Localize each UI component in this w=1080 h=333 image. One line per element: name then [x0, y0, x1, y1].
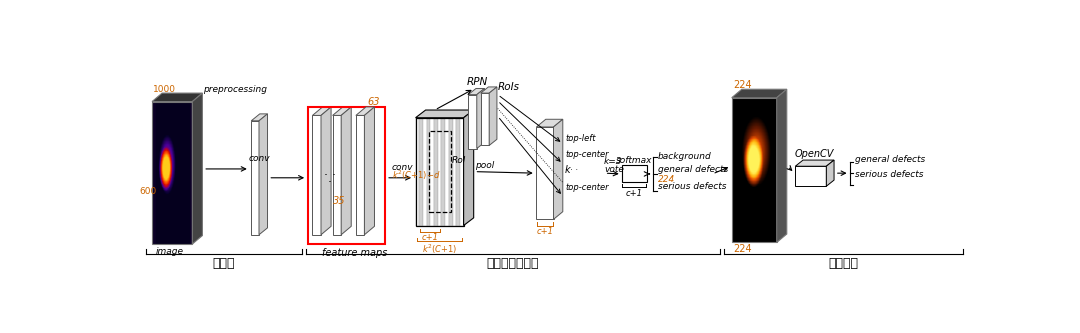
Polygon shape: [333, 116, 341, 235]
Text: 预处理: 预处理: [212, 257, 234, 270]
Text: RoI: RoI: [453, 156, 467, 165]
Polygon shape: [469, 89, 485, 95]
Polygon shape: [453, 118, 456, 225]
Polygon shape: [252, 121, 259, 235]
Polygon shape: [481, 87, 497, 93]
Text: serious defects: serious defects: [855, 170, 923, 179]
Text: feature maps: feature maps: [322, 247, 387, 257]
Text: 35: 35: [334, 196, 346, 206]
Polygon shape: [356, 116, 364, 235]
Polygon shape: [416, 118, 419, 225]
Text: 63: 63: [367, 98, 380, 108]
Text: 224: 224: [658, 174, 675, 183]
Polygon shape: [449, 118, 453, 225]
Text: 二次诊断: 二次诊断: [828, 257, 859, 270]
Polygon shape: [321, 107, 332, 235]
Polygon shape: [795, 160, 834, 166]
Polygon shape: [364, 107, 375, 235]
Polygon shape: [252, 114, 268, 121]
Polygon shape: [312, 107, 332, 116]
Polygon shape: [463, 110, 474, 225]
Text: 224: 224: [733, 244, 752, 254]
Text: 1000: 1000: [153, 85, 176, 94]
Text: c+1: c+1: [537, 227, 553, 236]
Polygon shape: [434, 118, 437, 225]
Polygon shape: [437, 118, 442, 225]
Text: .: .: [327, 172, 332, 185]
Polygon shape: [481, 93, 489, 146]
Polygon shape: [456, 118, 460, 225]
Text: OpenCV: OpenCV: [795, 149, 835, 159]
Text: vote: vote: [605, 166, 624, 174]
Text: top-center: top-center: [565, 183, 609, 192]
Polygon shape: [445, 118, 449, 225]
Text: conv: conv: [248, 154, 271, 163]
Text: 故障检测主网络: 故障检测主网络: [486, 257, 539, 270]
Polygon shape: [356, 107, 375, 116]
Text: RoIs: RoIs: [498, 82, 519, 92]
Polygon shape: [341, 107, 351, 235]
Polygon shape: [476, 89, 485, 149]
Bar: [429, 131, 450, 212]
Text: $k^2(C{+}1)$: $k^2(C{+}1)$: [422, 242, 457, 256]
Polygon shape: [554, 119, 563, 219]
Text: k=3: k=3: [604, 157, 622, 166]
Polygon shape: [312, 116, 321, 235]
Text: 600: 600: [139, 187, 157, 196]
Polygon shape: [419, 118, 423, 225]
Text: c+1: c+1: [625, 188, 643, 197]
Polygon shape: [777, 89, 786, 242]
Polygon shape: [416, 110, 474, 118]
Polygon shape: [795, 166, 826, 186]
Polygon shape: [732, 89, 786, 98]
Polygon shape: [469, 95, 476, 149]
Text: background: background: [658, 152, 712, 161]
Polygon shape: [152, 93, 202, 102]
Text: . .: . .: [324, 165, 336, 178]
Text: · · ·: · · ·: [565, 166, 578, 175]
Polygon shape: [460, 118, 463, 225]
Polygon shape: [423, 118, 427, 225]
Text: $k^2(C{+}1){-}d$: $k^2(C{+}1){-}d$: [392, 169, 441, 182]
Polygon shape: [192, 93, 202, 244]
Text: serious defects: serious defects: [658, 182, 727, 191]
Polygon shape: [826, 160, 834, 186]
Polygon shape: [442, 118, 445, 225]
Text: k: k: [565, 165, 570, 175]
Polygon shape: [430, 118, 434, 225]
Polygon shape: [537, 119, 563, 127]
Polygon shape: [259, 114, 268, 235]
Text: c+1: c+1: [421, 233, 438, 242]
Polygon shape: [427, 118, 430, 225]
Text: RPN: RPN: [467, 77, 488, 87]
Text: general defects: general defects: [658, 166, 728, 174]
Polygon shape: [537, 127, 554, 219]
Text: softmax: softmax: [616, 156, 652, 165]
Text: pool: pool: [475, 161, 495, 170]
Text: preprocessing: preprocessing: [203, 85, 267, 94]
Text: image: image: [156, 247, 184, 256]
Bar: [308, 107, 386, 244]
Text: top-left: top-left: [565, 134, 596, 143]
Polygon shape: [333, 107, 351, 116]
Text: conv: conv: [392, 163, 414, 172]
Bar: [622, 166, 647, 182]
Text: top-center: top-center: [565, 150, 609, 159]
Text: 224: 224: [733, 80, 752, 90]
Text: general defects: general defects: [855, 156, 926, 165]
Polygon shape: [489, 87, 497, 146]
